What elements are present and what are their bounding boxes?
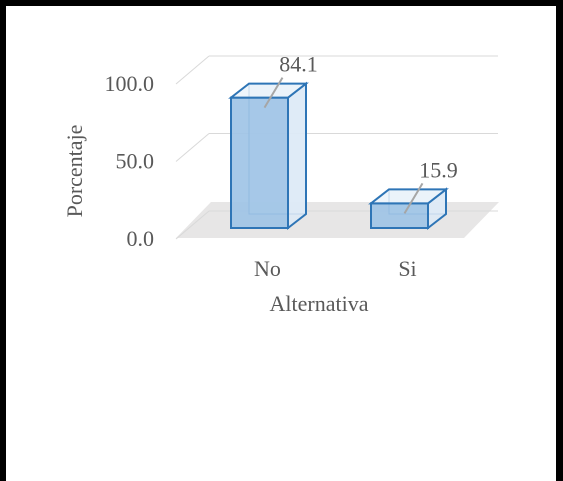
x-axis-label: Alternativa [270,291,369,316]
bars [228,81,449,231]
bar-front-face [230,96,289,229]
bar-top-face [228,82,309,99]
y-tick-labels: 0.0 50.0 100.0 [105,71,155,251]
x-tick-labels: No Si [254,256,417,281]
data-label: 15.9 [419,157,458,182]
bar-no [228,81,309,231]
gridline-diagonal [175,133,210,162]
bar-front-face [370,202,429,229]
y-axis-label: Porcentaje [62,125,87,218]
bar-chart: 84.1 15.9 0.0 50.0 100.0 No Si Porcentaje Al… [62,52,499,316]
y-tick-label: 50.0 [116,149,155,174]
data-labels: 84.1 15.9 [279,52,458,183]
y-tick-label: 0.0 [127,226,155,251]
leader-line [403,182,424,214]
gridline-diagonal [175,210,210,240]
data-label-leaders [263,77,424,214]
leader-line [263,77,284,109]
y-tick-label: 100.0 [105,71,155,96]
x-tick-label: No [254,256,281,281]
bar-si [368,187,449,231]
chart-floor [176,202,499,238]
data-label: 84.1 [279,52,318,77]
gridline-diagonal [175,55,210,85]
bar-side-face [287,81,307,231]
x-tick-label: Si [398,256,416,281]
bar-top-face [368,188,449,205]
